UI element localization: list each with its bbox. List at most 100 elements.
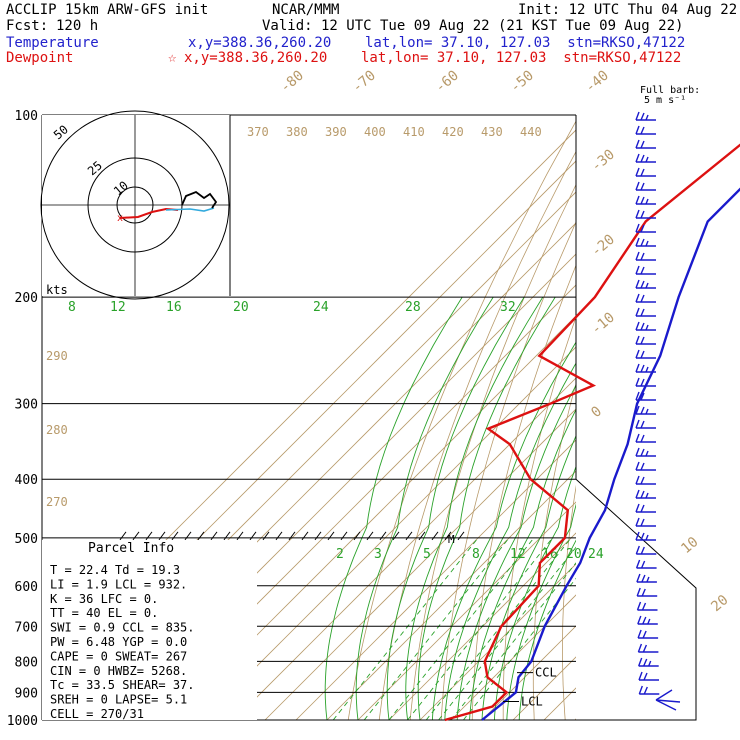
mixing-ratio-label: 12: [110, 300, 126, 315]
dewpoint-info: x,y=388.36,260.20 lat,lon= 37.10, 127.03…: [184, 50, 682, 66]
wind-barb-flag: [645, 282, 649, 289]
mixing-ratio-dashed: [332, 537, 576, 720]
wind-barb-flag: [635, 503, 640, 513]
tick-mark: [301, 531, 309, 541]
wind-barb-flag: [635, 209, 640, 219]
isotherm-line: [543, 687, 576, 720]
parcel-row: CAPE = 0 SWEAT= 267: [50, 649, 187, 663]
wind-barb-flag: [635, 335, 640, 345]
wind-barb-flag: [635, 111, 640, 121]
wind-barb-flag: [640, 560, 646, 569]
tick-mark: [132, 531, 140, 541]
frame-lower: [42, 478, 697, 721]
isotherm-line: [419, 563, 576, 720]
marker-label-ccl: CCL: [535, 666, 557, 680]
wind-barb-flag: [635, 517, 640, 527]
isotherm-line: [264, 408, 576, 720]
wind-barb-flag: [645, 240, 649, 247]
mixing-ratio-line: [438, 537, 576, 720]
isotherm-label: -20: [588, 232, 618, 261]
wind-barb-flag: [645, 198, 649, 205]
mixing-ratio-line: [332, 537, 479, 720]
pressure-label: 600: [15, 580, 38, 595]
hodograph-bg: [42, 115, 230, 296]
isotherm-line: [326, 470, 576, 720]
barb-note-1: Full barb:: [640, 85, 701, 96]
wind-barb-flag: [635, 237, 640, 247]
theta-label: 380: [286, 125, 308, 139]
tick-mark: [444, 531, 452, 541]
pressure-label: 200: [15, 291, 38, 306]
wind-barb-flag: [635, 307, 640, 317]
wind-barb-flag: [638, 685, 643, 695]
pressure-label: 100: [15, 109, 38, 124]
isotherm-label: 0: [588, 403, 605, 421]
mixing-ratio-label: 32: [500, 300, 516, 315]
series: [444, 143, 740, 722]
wind-barb-flag: [640, 210, 645, 219]
mixing-ratio-label: 5: [423, 547, 431, 562]
mixing-ratio-label: 16: [166, 300, 182, 315]
tick-mark: [236, 531, 244, 541]
wind-barb-flag: [640, 168, 645, 177]
center-label: NCAR/MMM: [272, 2, 340, 18]
tick-mark: [405, 531, 413, 541]
wind-barb-flag: [643, 672, 648, 681]
pressure-label: 800: [15, 655, 38, 670]
tick-mark: [457, 531, 465, 541]
pressure-label: 500: [15, 532, 38, 547]
tick-mark: [353, 531, 361, 541]
hodograph-upper-trace: [181, 190, 218, 209]
wind-barb-flag: [635, 531, 640, 541]
tick-mark: [249, 531, 257, 541]
tick-mark: [327, 531, 335, 541]
isotherm-label: -70: [349, 68, 379, 97]
tick-mark: [418, 531, 426, 541]
theta-label: 410: [403, 125, 425, 139]
tick-mark: [275, 531, 283, 541]
mixing-ratio-label: 12: [510, 547, 526, 562]
isotherm-line: [233, 377, 576, 720]
wind-barb-flag: [635, 363, 640, 373]
mixing-ratio-line: [463, 537, 576, 720]
wind-barb-flag: [641, 602, 647, 611]
parcel-row: LI = 1.9 LCL = 932.: [50, 577, 187, 591]
wind-barb-flag: [640, 140, 645, 149]
mixing-ratio-label: 24: [588, 547, 604, 562]
isotherm-label: -60: [432, 68, 462, 97]
parcel-row: Tc = 33.5 SHEAR= 37.: [50, 678, 195, 692]
dry-adiabat: [409, 183, 576, 720]
wind-barb-flag: [640, 378, 645, 387]
wind-barb-flag: [635, 559, 641, 569]
mixing-ratio-label: 20: [566, 547, 582, 562]
wind-barb-flag: [640, 518, 645, 527]
isotherm-line: [450, 594, 576, 720]
wind-barb-flag: [643, 658, 648, 667]
tick-mark: [119, 531, 127, 541]
isotherm-line: [357, 501, 576, 720]
wind-barb-flag: [635, 279, 640, 289]
dewpoint-legend: Dewpoint: [6, 50, 74, 66]
wind-barb-flag: [635, 489, 640, 499]
wind-barb-flag: [645, 492, 649, 499]
mixing-ratio-label: 8: [472, 547, 480, 562]
wind-barb-flag: [635, 545, 640, 555]
parcel-row: CIN = 0 HWBZ= 5268.: [50, 664, 187, 678]
theta-label: 370: [247, 125, 269, 139]
wind-barb-flag: [640, 224, 645, 233]
dry-adiabat: [591, 115, 708, 720]
fcst-value: 120 h: [56, 18, 99, 34]
wind-barb-flag: [640, 406, 645, 415]
tick-mark: [184, 531, 192, 541]
dry-adiabat: [440, 220, 576, 720]
wind-barb-flag: [640, 434, 645, 443]
mixing-ratio-line: [425, 537, 572, 720]
hodograph-start-mark: x: [117, 213, 123, 224]
tick-mark: [145, 531, 153, 541]
wind-barb-flag: [645, 156, 649, 163]
wind-barb-flag: [635, 167, 640, 177]
wind-barb-flag: [638, 657, 643, 667]
theta-label: 420: [442, 125, 464, 139]
wind-barb-flag: [640, 336, 645, 345]
